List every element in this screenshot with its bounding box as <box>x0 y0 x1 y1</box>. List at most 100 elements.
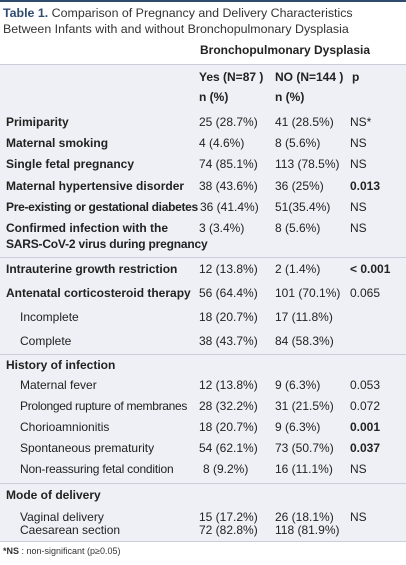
table-row: Incomplete 18 (20.7%) 17 (11.8%) <box>0 307 406 327</box>
table-row: Maternal hypertensive disorder 38 (43.6%… <box>0 176 406 196</box>
table-row: Primiparity 25 (28.7%) 41 (28.5%) NS* <box>0 112 406 132</box>
row-yes: 28 (32.2%) <box>199 399 258 413</box>
table-row: Complete 38 (43.7%) 84 (58.3%) <box>0 331 406 351</box>
header-yes: Yes (N=87 ) <box>199 70 264 84</box>
section-heading-row: Mode of delivery <box>0 485 406 505</box>
top-rule <box>0 0 406 2</box>
caption-text-line1: Comparison of Pregnancy and Delivery Cha… <box>48 6 353 20</box>
row-label: Intrauterine growth restriction <box>6 262 178 276</box>
header-no: NO (N=144 ) <box>275 70 344 84</box>
row-no: 16 (11.1%) <box>275 462 333 476</box>
row-yes: 38 (43.7%) <box>199 334 258 348</box>
table-row: Caesarean section 72 (82.8%) 118 (81.9%) <box>0 520 406 540</box>
row-p: 0.001 <box>350 420 381 434</box>
row-label: Maternal hypertensive disorder <box>6 179 185 193</box>
row-label: Pre-existing or gestational diabetes <box>6 200 198 214</box>
table-row: Vaginal delivery 15 (17.2%) 26 (18.1%) N… <box>0 507 406 527</box>
row-yes: 36 (41.4%) <box>200 200 259 214</box>
table-row: Prolonged rupture of membranes 28 (32.2%… <box>0 396 406 416</box>
row-yes: 3 (3.4%) <box>199 221 245 235</box>
row-p: NS <box>350 136 367 150</box>
section-heading: Mode of delivery <box>6 488 101 502</box>
row-yes: 18 (20.7%) <box>199 310 258 324</box>
row-p: 0.013 <box>350 179 381 193</box>
row-yes: 38 (43.6%) <box>199 179 258 193</box>
row-no: 8 (5.6%) <box>275 136 321 150</box>
table-row: Antenatal corticosteroid therapy 56 (64.… <box>0 283 406 303</box>
header-row: Yes (N=87 ) NO (N=144 ) p <box>0 67 406 87</box>
row-label: Spontaneous prematurity <box>20 441 155 455</box>
section-divider <box>0 257 406 258</box>
header-unit-row: n (%) n (%) <box>0 87 406 107</box>
table-row: Confirmed infection with the 3 (3.4%) 8 … <box>0 218 406 238</box>
table-footnote: *NS : non-significant (p≥0.05) <box>3 546 121 556</box>
row-p: NS* <box>350 115 372 129</box>
table-row: Spontaneous prematurity 54 (62.1%) 73 (5… <box>0 438 406 458</box>
row-no: 73 (50.7%) <box>275 441 334 455</box>
row-no: 101 (70.1%) <box>275 286 341 300</box>
table-row: Single fetal pregnancy 74 (85.1%) 113 (7… <box>0 154 406 174</box>
row-label: Single fetal pregnancy <box>6 157 135 171</box>
caption-label: Table 1. <box>3 6 49 20</box>
row-yes: 18 (20.7%) <box>199 420 258 434</box>
row-yes: 54 (62.1%) <box>199 441 258 455</box>
data-table: Yes (N=87 ) NO (N=144 ) p n (%) n (%) Pr… <box>0 64 406 542</box>
row-label-line2: SARS-CoV-2 virus during pregnancy <box>6 237 208 251</box>
row-label: Maternal smoking <box>6 136 109 150</box>
section-heading-row: History of infection <box>0 355 406 375</box>
row-p: NS <box>350 510 367 524</box>
row-label: Vaginal delivery <box>20 510 104 524</box>
row-label: Non-reassuring fetal condition <box>20 462 174 476</box>
group-header: Bronchopulmonary Dysplasia <box>200 43 371 57</box>
row-yes: 72 (82.8%) <box>199 523 258 537</box>
footnote-text: : non-significant (p≥0.05) <box>19 546 121 556</box>
row-no: 9 (6.3%) <box>275 420 321 434</box>
row-no: 84 (58.3%) <box>275 334 334 348</box>
header-p: p <box>352 70 360 84</box>
row-yes: 12 (13.8%) <box>199 262 258 276</box>
row-yes: 12 (13.8%) <box>199 378 258 392</box>
row-label: Antenatal corticosteroid therapy <box>6 286 191 300</box>
row-label: Prolonged rupture of membranes <box>20 399 188 413</box>
row-no: 41 (28.5%) <box>275 115 334 129</box>
row-p: 0.053 <box>350 378 381 392</box>
table-row: Maternal smoking 4 (4.6%) 8 (5.6%) NS <box>0 133 406 153</box>
section-heading: History of infection <box>6 358 116 372</box>
row-label: Confirmed infection with the <box>6 221 168 235</box>
row-yes: 15 (17.2%) <box>199 510 258 524</box>
row-p: 0.037 <box>350 441 381 455</box>
row-no: 9 (6.3%) <box>275 378 321 392</box>
table-row: Intrauterine growth restriction 12 (13.8… <box>0 259 406 279</box>
table-row-continuation: SARS-CoV-2 virus during pregnancy <box>0 234 406 254</box>
row-no: 31 (21.5%) <box>275 399 334 413</box>
row-label: Maternal fever <box>20 378 97 392</box>
section-divider <box>0 354 406 355</box>
row-no: 36 (25%) <box>275 179 324 193</box>
table-row: Chorioamnionitis 18 (20.7%) 9 (6.3%) 0.0… <box>0 417 406 437</box>
row-label: Incomplete <box>20 310 79 324</box>
row-p: NS <box>350 462 367 476</box>
row-yes: 8 (9.2%) <box>203 462 249 476</box>
row-p: NS <box>350 157 367 171</box>
table-caption: Table 1. Comparison of Pregnancy and Del… <box>3 5 403 37</box>
row-p: NS <box>350 200 367 214</box>
table-row: Non-reassuring fetal condition 8 (9.2%) … <box>0 459 406 479</box>
row-no: 17 (11.8%) <box>275 310 333 324</box>
row-no: 113 (78.5%) <box>275 157 340 171</box>
row-p: 0.065 <box>350 286 381 300</box>
row-no: 8 (5.6%) <box>275 221 321 235</box>
row-label: Caesarean section <box>20 523 121 537</box>
header-yes-unit: n (%) <box>199 90 229 104</box>
row-label: Primiparity <box>6 115 69 129</box>
caption-text-line2: Between Infants with and without Broncho… <box>3 22 349 36</box>
section-divider <box>0 483 406 484</box>
header-no-unit: n (%) <box>275 90 305 104</box>
row-no: 26 (18.1%) <box>275 510 334 524</box>
row-p: < 0.001 <box>350 262 391 276</box>
row-no: 118 (81.9%) <box>275 523 340 537</box>
row-no: 51(35.4%) <box>275 200 331 214</box>
row-p: 0.072 <box>350 399 381 413</box>
table-row: Pre-existing or gestational diabetes 36 … <box>0 197 406 217</box>
row-yes: 25 (28.7%) <box>199 115 258 129</box>
